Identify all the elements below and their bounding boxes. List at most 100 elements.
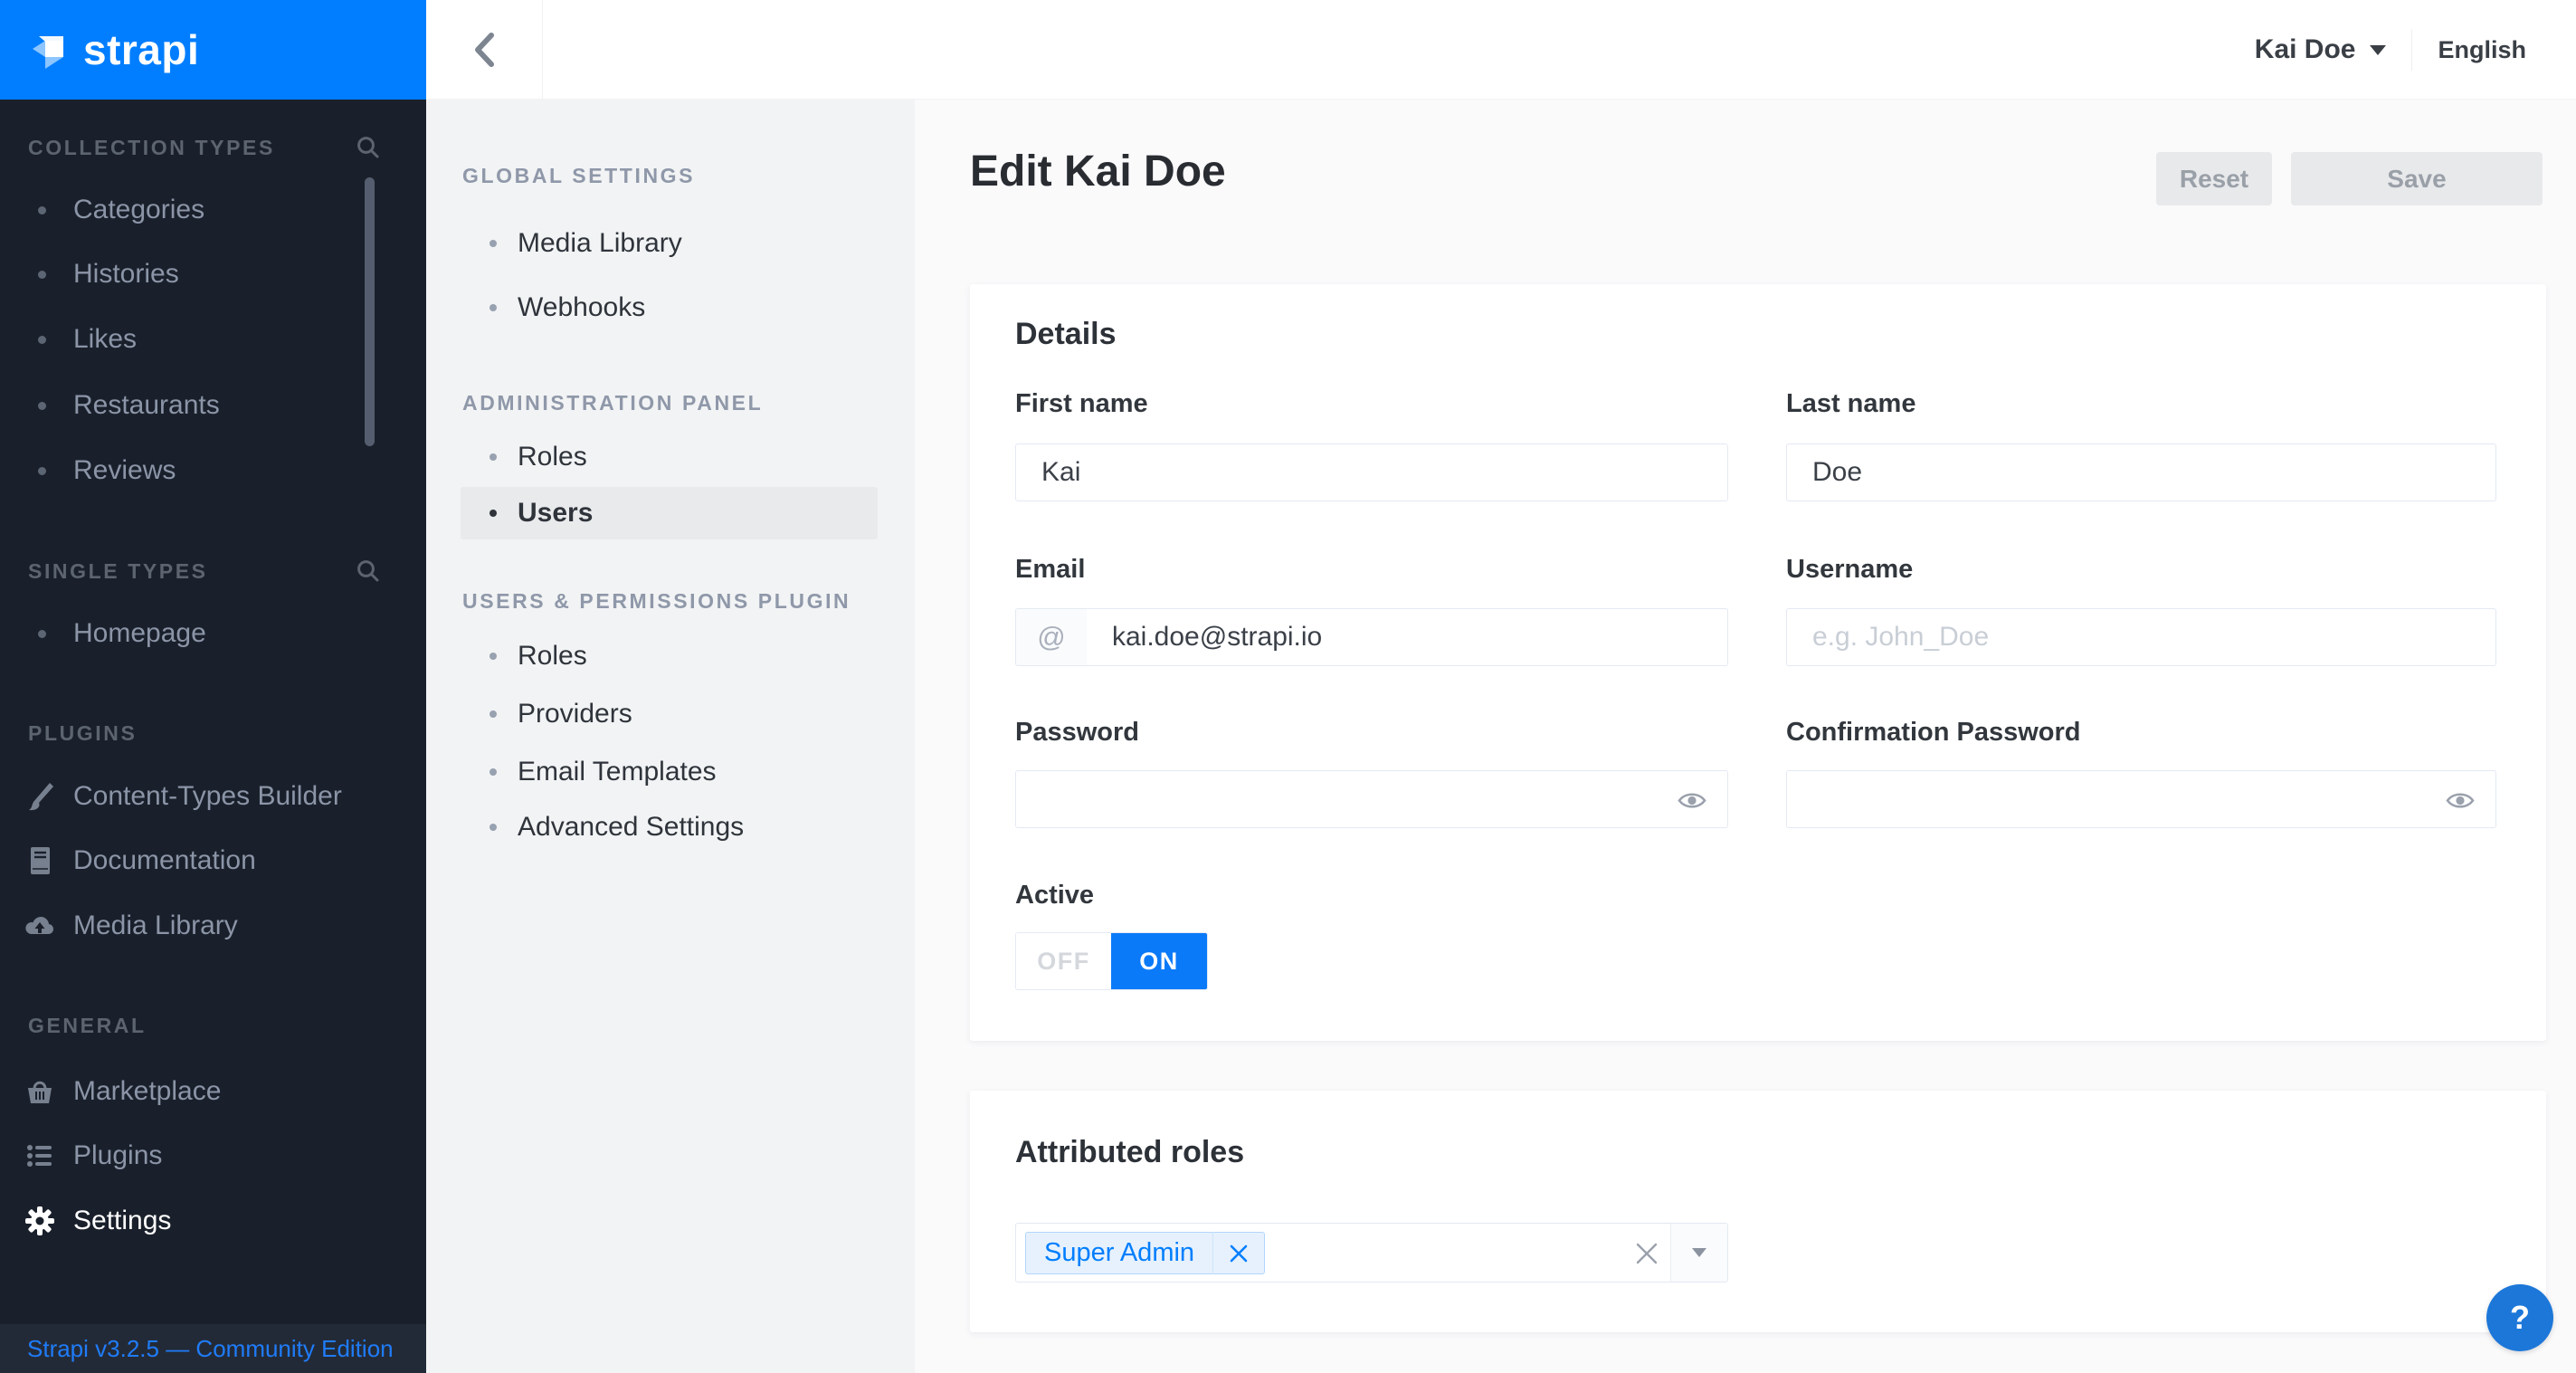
sidebar-item-plugins[interactable]: Plugins: [0, 1136, 426, 1176]
sidebar-item-label: Restaurants: [73, 390, 220, 420]
first-name-label: First name: [1015, 389, 1148, 418]
sidebar-item-label: Marketplace: [73, 1076, 222, 1106]
confirmation-password-input[interactable]: [1787, 771, 2495, 827]
password-field: [1015, 770, 1728, 828]
save-button[interactable]: Save: [2291, 152, 2543, 205]
username-input[interactable]: [1786, 608, 2496, 666]
bullet-icon: [490, 653, 497, 660]
sidebar-item-restaurants[interactable]: Restaurants: [0, 386, 426, 425]
sidebar-footer: Strapi v3.2.5 — Community Edition: [0, 1324, 426, 1373]
remove-role-icon[interactable]: [1213, 1244, 1264, 1263]
settings-item-users[interactable]: Users: [426, 493, 915, 533]
settings-item-webhooks[interactable]: Webhooks: [426, 288, 915, 328]
bullet-icon: [38, 205, 46, 215]
section-collection-types: COLLECTION TYPES: [0, 128, 426, 167]
bullet-icon: [490, 304, 497, 311]
sidebar-item-likes[interactable]: Likes: [0, 319, 426, 359]
eye-icon[interactable]: [1677, 788, 1707, 813]
paintbrush-icon: [24, 780, 56, 813]
first-name-input[interactable]: [1015, 443, 1728, 501]
sidebar-item-reviews[interactable]: Reviews: [0, 451, 426, 491]
details-card-title: Details: [1015, 317, 1117, 351]
section-plugins-label: PLUGINS: [28, 720, 138, 745]
sidebar-item-label: Content-Types Builder: [73, 781, 342, 811]
settings-item-email-templates[interactable]: Email Templates: [426, 752, 915, 792]
language-menu[interactable]: English: [2438, 35, 2526, 63]
sidebar-item-settings[interactable]: Settings: [0, 1201, 426, 1241]
back-button[interactable]: [426, 0, 543, 100]
strapi-logo-text: strapi: [83, 26, 200, 73]
settings-item-label: Media Library: [518, 228, 682, 258]
last-name-input[interactable]: [1786, 443, 2496, 501]
active-toggle: OFF ON: [1015, 932, 1208, 990]
topbar: Kai Doe English: [426, 0, 2576, 100]
sidebar-item-label: Settings: [73, 1206, 172, 1235]
settings-sidebar: GLOBAL SETTINGS Media Library Webhooks A…: [426, 100, 915, 1373]
password-input[interactable]: [1016, 771, 1727, 827]
book-icon: [24, 844, 56, 877]
main-sidebar: strapi COLLECTION TYPES Categories Histo…: [0, 0, 426, 1373]
divider: [1212, 1232, 1214, 1274]
user-area: Kai Doe English: [2255, 0, 2526, 100]
help-button[interactable]: ?: [2486, 1284, 2553, 1351]
selected-item-highlight: [461, 487, 878, 539]
section-global-settings-label: GLOBAL SETTINGS: [462, 163, 696, 187]
clear-selection-icon[interactable]: [1634, 1241, 1659, 1266]
chevron-left-icon: [475, 33, 494, 67]
bullet-icon: [490, 710, 497, 718]
sidebar-item-label: Plugins: [73, 1140, 163, 1170]
bullet-icon: [38, 401, 46, 410]
sidebar-item-label: Homepage: [73, 618, 206, 648]
settings-item-roles-admin[interactable]: Roles: [426, 437, 915, 477]
user-menu[interactable]: Kai Doe: [2254, 34, 2356, 64]
chevron-down-icon: [1692, 1248, 1706, 1257]
strapi-logo[interactable]: strapi: [0, 0, 426, 100]
divider: [2411, 29, 2413, 71]
settings-item-providers[interactable]: Providers: [426, 694, 915, 734]
role-tag-super-admin: Super Admin: [1025, 1232, 1266, 1274]
settings-item-label: Advanced Settings: [518, 812, 745, 842]
email-field: @: [1015, 608, 1728, 666]
search-icon[interactable]: [355, 134, 382, 161]
sidebar-item-marketplace[interactable]: Marketplace: [0, 1072, 426, 1111]
sidebar-item-label: Categories: [73, 195, 205, 224]
email-input[interactable]: [1087, 609, 1727, 665]
sidebar-item-histories[interactable]: Histories: [0, 254, 426, 294]
settings-item-label: Webhooks: [518, 292, 646, 322]
password-label: Password: [1015, 718, 1139, 747]
sidebar-item-categories[interactable]: Categories: [0, 190, 426, 230]
sidebar-item-homepage[interactable]: Homepage: [0, 614, 426, 653]
gear-icon: [24, 1205, 56, 1237]
last-name-label: Last name: [1786, 389, 1916, 418]
sidebar-item-documentation[interactable]: Documentation: [0, 841, 426, 881]
section-global-settings: GLOBAL SETTINGS: [426, 156, 915, 195]
settings-item-advanced-settings[interactable]: Advanced Settings: [426, 807, 915, 847]
dropdown-toggle[interactable]: [1670, 1224, 1727, 1282]
settings-item-label: Users: [518, 498, 594, 528]
attributed-roles-title: Attributed roles: [1015, 1135, 1245, 1169]
settings-item-label: Email Templates: [518, 757, 717, 787]
search-icon[interactable]: [355, 558, 382, 585]
reset-button[interactable]: Reset: [2156, 152, 2272, 205]
sidebar-scrollbar[interactable]: [365, 177, 375, 446]
sidebar-item-label: Media Library: [73, 911, 238, 940]
sidebar-item-content-types-builder[interactable]: Content-Types Builder: [0, 777, 426, 816]
settings-item-roles-up[interactable]: Roles: [426, 636, 915, 676]
roles-multiselect[interactable]: Super Admin: [1015, 1223, 1728, 1282]
sidebar-item-media-library[interactable]: Media Library: [0, 906, 426, 946]
settings-item-media-library[interactable]: Media Library: [426, 224, 915, 263]
cloud-upload-icon: [24, 910, 56, 942]
eye-icon[interactable]: [2445, 788, 2476, 813]
version-link[interactable]: Strapi v3.2.5 — Community Edition: [27, 1334, 394, 1362]
strapi-logo-icon: [33, 36, 63, 69]
sidebar-item-label: Histories: [73, 259, 179, 289]
chevron-down-icon[interactable]: [2370, 44, 2387, 55]
sidebar-item-label: Documentation: [73, 845, 256, 875]
details-card: Details First name Last name Email @ Use…: [970, 284, 2546, 1041]
toggle-off-button[interactable]: OFF: [1016, 933, 1111, 989]
attributed-roles-card: Attributed roles Super Admin: [970, 1091, 2546, 1332]
bullet-icon: [490, 824, 497, 831]
toggle-on-button[interactable]: ON: [1111, 933, 1207, 989]
bullet-icon: [38, 335, 46, 344]
